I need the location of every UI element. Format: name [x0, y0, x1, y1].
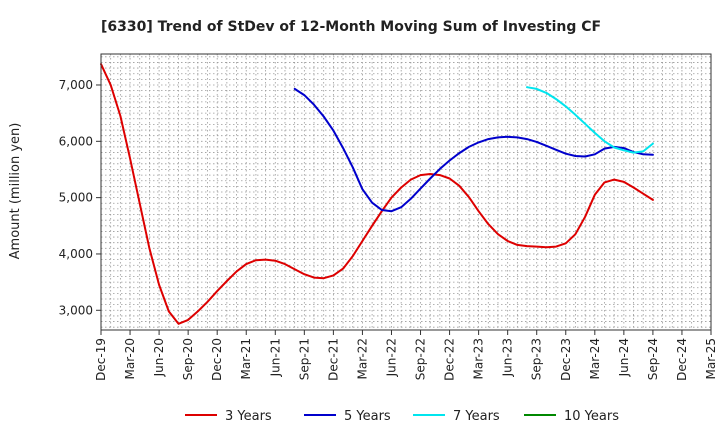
x-tick-label: Dec-24: [675, 338, 689, 381]
legend: 3 Years 5 Years 7 Years 10 Years: [185, 409, 619, 424]
legend-label-5-years: 5 Years: [344, 409, 391, 424]
x-tick-label: Sep-24: [646, 338, 660, 380]
y-tick-label: 4,000: [59, 247, 93, 261]
legend-label-3-years: 3 Years: [225, 409, 272, 424]
x-tick-label: Sep-23: [530, 338, 544, 380]
x-tick-label: Jun-23: [501, 338, 515, 377]
x-tick-label: Dec-22: [443, 338, 457, 381]
x-tick-label: Sep-22: [414, 338, 428, 380]
x-tick-label: Sep-20: [181, 338, 195, 380]
x-tick-label: Dec-21: [326, 338, 340, 381]
series-line-5-years: [293, 87, 654, 213]
plot-frame: [100, 53, 712, 331]
x-tick-label: Mar-22: [355, 338, 369, 379]
x-tick-label: Jun-20: [152, 338, 166, 377]
x-tick-label: Dec-20: [210, 338, 224, 381]
y-tick-label: 3,000: [59, 303, 93, 317]
x-tick-label: Jun-22: [384, 338, 398, 377]
x-axis-ticks: Dec-19 Mar-20 Jun-20 Sep-20 Dec-20 Mar-21 Jun-…: [94, 330, 718, 381]
x-tick-label: Dec-19: [94, 338, 108, 381]
y-tick-label: 7,000: [59, 78, 93, 92]
x-tick-label: Mar-24: [588, 338, 602, 379]
grid: [101, 54, 711, 330]
x-tick-label: Sep-21: [297, 338, 311, 380]
x-tick-label: Jun-24: [617, 338, 631, 377]
x-tick-label: Mar-23: [472, 338, 486, 379]
series-line-7-years: [526, 86, 654, 154]
x-tick-label: Jun-21: [268, 338, 282, 377]
legend-label-7-years: 7 Years: [453, 409, 500, 424]
series-line-3-years: [100, 63, 654, 325]
x-tick-label: Dec-23: [559, 338, 573, 381]
y-tick-label: 6,000: [59, 134, 93, 148]
x-tick-label: Mar-25: [704, 338, 718, 379]
x-tick-label: Mar-20: [123, 338, 137, 379]
series-layer: [100, 63, 654, 325]
y-axis-label: Amount (million yen): [8, 123, 23, 260]
chart-title: [6330] Trend of StDev of 12-Month Moving…: [101, 19, 601, 35]
x-tick-label: Mar-21: [239, 338, 253, 379]
y-axis-ticks: 3,000 4,000 5,000 6,000 7,000: [59, 78, 101, 317]
legend-label-10-years: 10 Years: [564, 409, 619, 424]
y-tick-label: 5,000: [59, 191, 93, 205]
